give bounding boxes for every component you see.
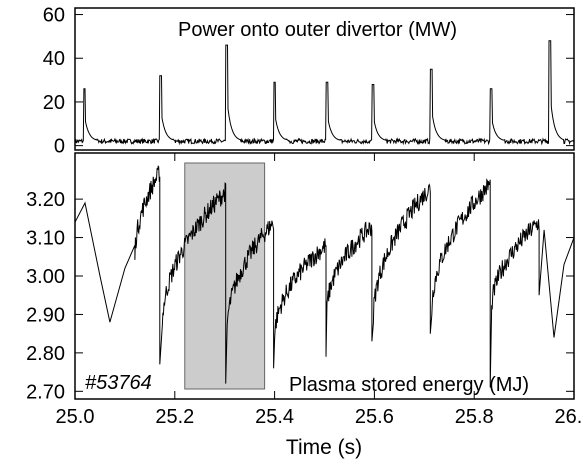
bottom-ytick-label: 2.90	[26, 304, 65, 326]
bottom-ytick-labels: 2.70 2.80 2.90 3.00 3.10 3.20	[26, 189, 65, 403]
bottom-xtick-label: 25.4	[255, 406, 294, 428]
bottom-plot-frame	[74, 152, 575, 400]
top-power-series	[74, 40, 575, 146]
bottom-ytick-label: 3.20	[26, 189, 65, 211]
top-plot-frame	[74, 7, 575, 151]
x-axis-label: Time (s)	[286, 436, 362, 459]
bottom-xtick-label: 25.6	[355, 406, 394, 428]
top-ytick-marks	[75, 14, 574, 147]
top-panel: 0 20 40 60 Power onto outer divertor (MW)	[43, 5, 575, 158]
bottom-xtick-label: 25.2	[155, 406, 194, 428]
bottom-ytick-label: 3.00	[26, 266, 65, 288]
highlight-region	[184, 162, 266, 390]
bottom-ytick-label: 2.80	[26, 343, 65, 365]
top-ytick-label: 60	[43, 5, 65, 27]
bottom-xtick-label: 25.0	[56, 406, 95, 428]
shot-label: #53764	[85, 372, 152, 394]
bottom-energy-series	[74, 165, 575, 388]
top-ytick-label: 0	[54, 136, 65, 158]
top-ytick-label: 20	[43, 92, 65, 114]
bottom-ytick-label: 2.70	[26, 381, 65, 403]
bottom-ytick-label: 3.10	[26, 228, 65, 250]
top-ytick-labels: 0 20 40 60	[43, 5, 65, 158]
bottom-xtick-label: 25.8	[455, 406, 494, 428]
bottom-xtick-label: 26.0	[555, 406, 583, 428]
bottom-xtick-labels: 25.0 25.2 25.4 25.6 25.8 26.0	[56, 406, 583, 428]
bottom-panel-annotation: Plasma stored energy (MJ)	[289, 374, 529, 396]
top-ytick-label: 40	[43, 48, 65, 70]
bottom-panel: 2.702.802.903.003.103.20 25.0 25.2 25.4 25.…	[26, 152, 583, 459]
top-panel-annotation: Power onto outer divertor (MW)	[178, 19, 457, 41]
